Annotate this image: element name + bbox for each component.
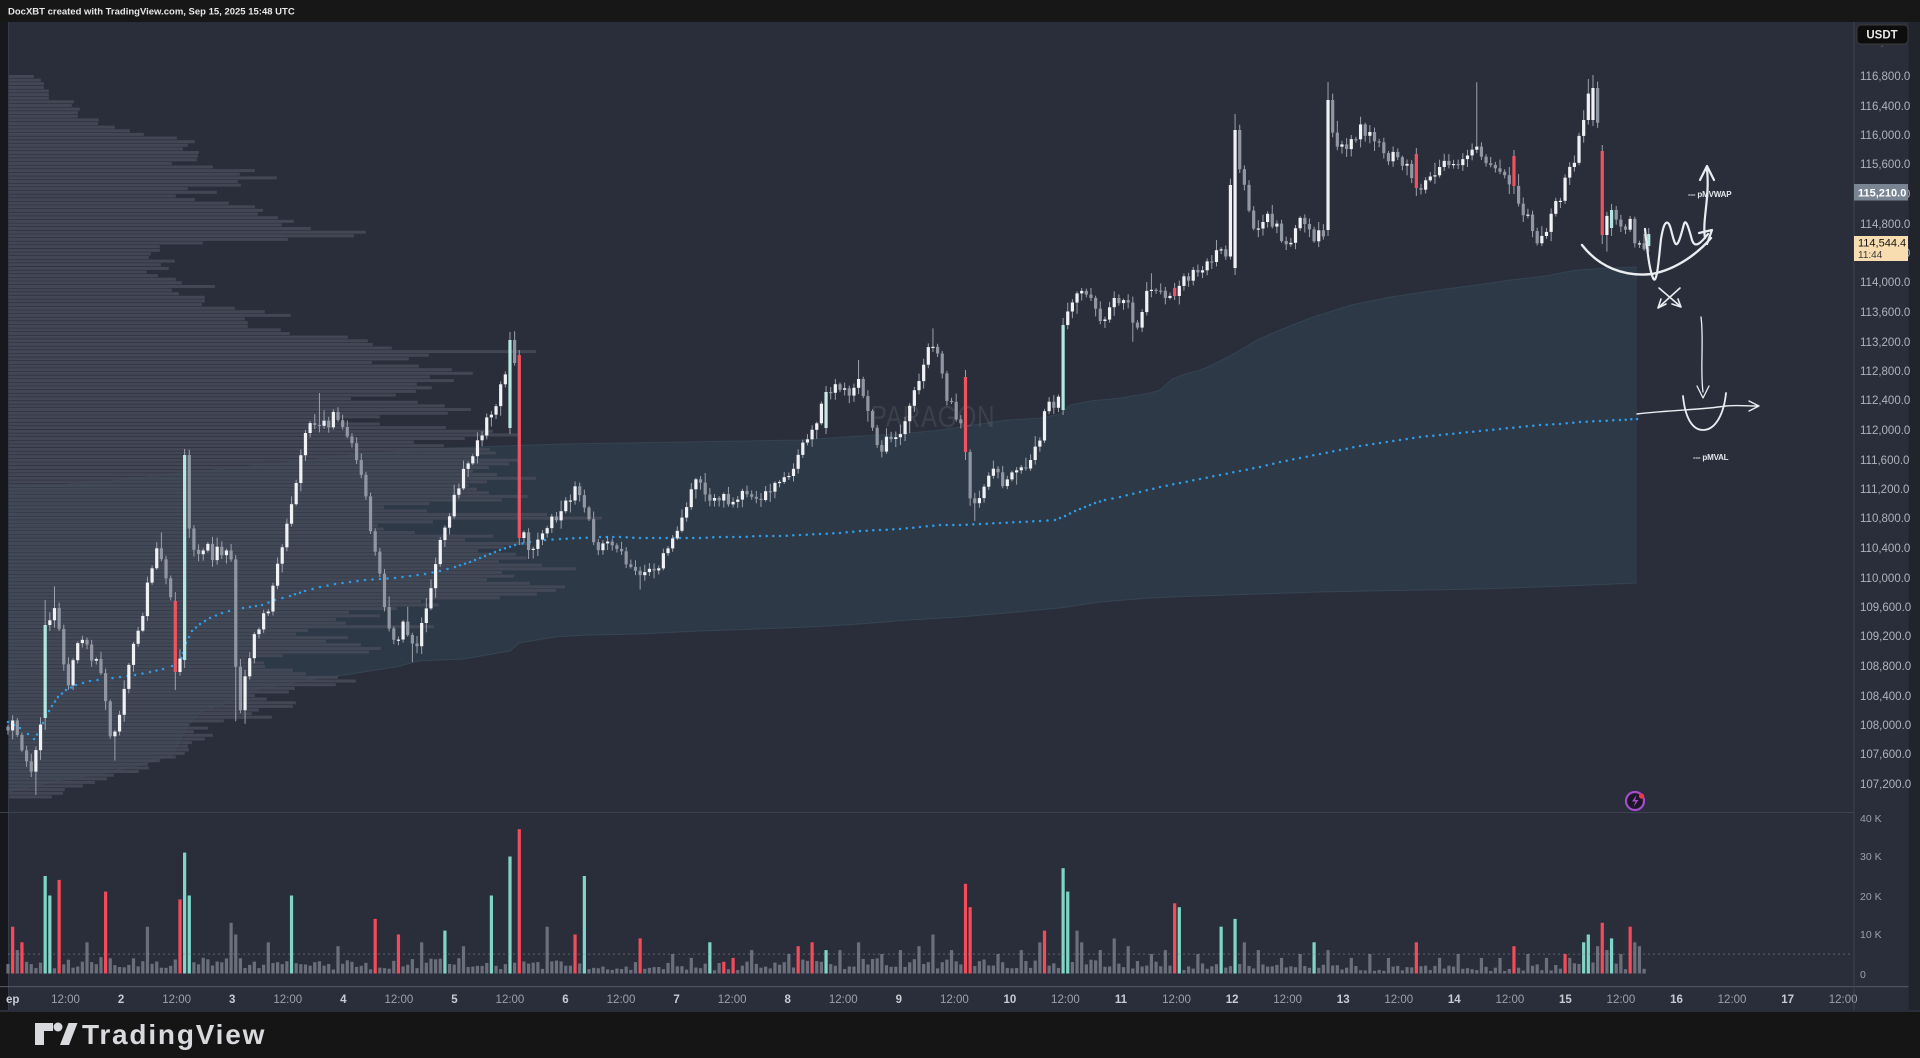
svg-text:116,800.0: 116,800.0: [1860, 71, 1910, 83]
svg-text:11: 11: [1115, 994, 1128, 1006]
svg-text:107,600.0: 107,600.0: [1860, 749, 1911, 761]
svg-text:6: 6: [562, 994, 568, 1006]
svg-text:ep: ep: [6, 994, 19, 1006]
svg-text:10: 10: [1004, 994, 1017, 1006]
svg-text:110,400.0: 110,400.0: [1860, 543, 1910, 555]
svg-text:114,800.0: 114,800.0: [1860, 219, 1910, 231]
svg-text:116,400.0: 116,400.0: [1860, 101, 1910, 113]
svg-text:2: 2: [118, 994, 124, 1006]
svg-text:110,000.0: 110,000.0: [1860, 573, 1910, 585]
svg-text:9: 9: [896, 994, 902, 1006]
svg-text:10 K: 10 K: [1860, 929, 1882, 941]
svg-text:12:00: 12:00: [384, 994, 413, 1006]
svg-text:5: 5: [451, 994, 458, 1006]
svg-text:108,000.0: 108,000.0: [1860, 720, 1911, 732]
svg-text:12:00: 12:00: [607, 994, 636, 1006]
svg-text:116,000.0: 116,000.0: [1860, 130, 1910, 142]
svg-text:0: 0: [1860, 969, 1866, 981]
svg-text:114,000.0: 114,000.0: [1860, 277, 1910, 289]
svg-text:115,210.0: 115,210.0: [1858, 188, 1906, 200]
svg-text:7: 7: [673, 994, 679, 1006]
svg-text:110,800.0: 110,800.0: [1860, 513, 1910, 525]
svg-text:115,600.0: 115,600.0: [1860, 159, 1910, 171]
svg-text:12:00: 12:00: [1384, 994, 1413, 1006]
svg-text:113,200.0: 113,200.0: [1860, 337, 1910, 349]
svg-text:12:00: 12:00: [940, 994, 969, 1006]
svg-text:113,600.0: 113,600.0: [1860, 307, 1910, 319]
svg-text:112,400.0: 112,400.0: [1860, 395, 1910, 407]
svg-text:12:00: 12:00: [273, 994, 302, 1006]
svg-text:8: 8: [784, 994, 791, 1006]
svg-text:TradingView: TradingView: [82, 1019, 266, 1050]
svg-text:--- pMVAL: --- pMVAL: [1693, 453, 1729, 462]
svg-text:109,600.0: 109,600.0: [1860, 602, 1911, 614]
svg-text:108,400.0: 108,400.0: [1860, 691, 1911, 703]
svg-text:108,800.0: 108,800.0: [1860, 661, 1911, 673]
svg-text:107,200.0: 107,200.0: [1860, 779, 1911, 791]
svg-text:15: 15: [1559, 994, 1572, 1006]
svg-text:´: ´: [1881, 45, 1884, 54]
svg-text:12:00: 12:00: [1051, 994, 1080, 1006]
svg-text:12:00: 12:00: [1829, 994, 1858, 1006]
svg-text:111,200.0: 111,200.0: [1860, 484, 1909, 496]
svg-text:12:00: 12:00: [1607, 994, 1636, 1006]
svg-text:3: 3: [229, 994, 235, 1006]
svg-text:109,200.0: 109,200.0: [1860, 631, 1911, 643]
svg-text:--- pMVWAP: --- pMVWAP: [1688, 190, 1732, 199]
svg-text:112,800.0: 112,800.0: [1860, 366, 1910, 378]
svg-text:12:00: 12:00: [1718, 994, 1747, 1006]
svg-text:20 K: 20 K: [1860, 891, 1882, 903]
svg-text:12:00: 12:00: [496, 994, 525, 1006]
svg-text:12:00: 12:00: [1273, 994, 1302, 1006]
svg-text:12: 12: [1226, 994, 1239, 1006]
svg-text:PARAGON: PARAGON: [871, 399, 996, 434]
svg-text:12:00: 12:00: [718, 994, 747, 1006]
svg-text:111,600.0: 111,600.0: [1860, 455, 1909, 467]
svg-text:16: 16: [1670, 994, 1683, 1006]
svg-text:13: 13: [1337, 994, 1350, 1006]
svg-text:12:00: 12:00: [1162, 994, 1191, 1006]
svg-text:4: 4: [340, 994, 347, 1006]
svg-text:17: 17: [1781, 994, 1794, 1006]
svg-text:112,000.0: 112,000.0: [1860, 425, 1910, 437]
svg-text:DocXBT created with TradingVie: DocXBT created with TradingView.com, Sep…: [8, 7, 295, 18]
svg-text:12:00: 12:00: [829, 994, 858, 1006]
svg-text:12:00: 12:00: [51, 994, 80, 1006]
svg-text:30 K: 30 K: [1860, 851, 1882, 863]
svg-text:11:44: 11:44: [1858, 250, 1883, 261]
svg-text:USDT: USDT: [1866, 30, 1897, 42]
svg-text:114,544.4: 114,544.4: [1858, 238, 1906, 250]
svg-text:12:00: 12:00: [162, 994, 191, 1006]
svg-text:40 K: 40 K: [1860, 813, 1882, 825]
svg-text:14: 14: [1448, 994, 1461, 1006]
svg-text:12:00: 12:00: [1495, 994, 1524, 1006]
